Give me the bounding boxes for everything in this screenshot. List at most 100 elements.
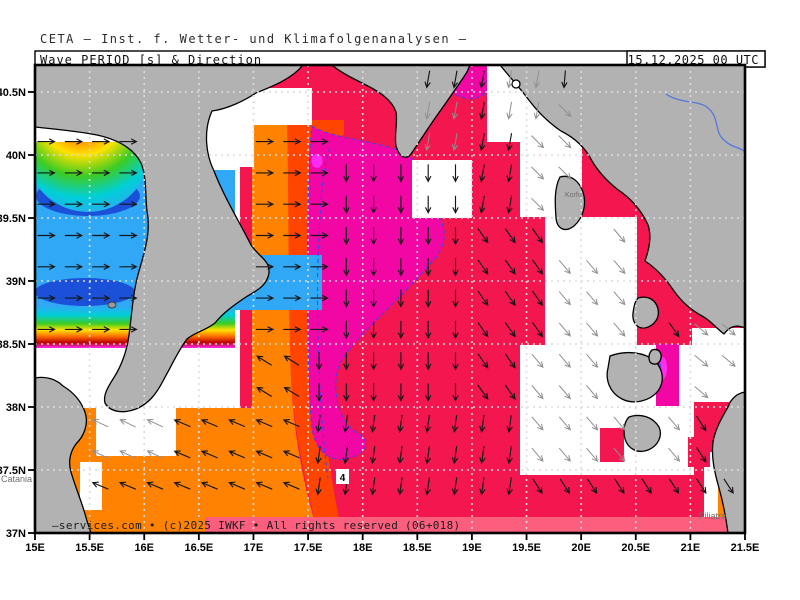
- wave-direction-arrow: [721, 354, 736, 367]
- contour-line-taranto: [317, 147, 331, 479]
- lat-tick-label: 37N: [6, 528, 26, 540]
- land-calabria: [35, 65, 304, 413]
- wave-direction-arrow: [668, 322, 680, 338]
- wave-direction-arrow: [37, 232, 56, 239]
- wave-direction-arrow: [173, 481, 191, 490]
- wave-direction-arrow: [424, 133, 431, 152]
- wave-direction-arrow: [532, 290, 544, 307]
- wave-direction-arrow: [506, 477, 513, 496]
- wave-direction-arrow: [283, 169, 302, 177]
- wave-direction-arrow: [424, 289, 432, 308]
- wave-direction-arrow: [200, 419, 218, 428]
- wave-direction-arrow: [397, 164, 405, 183]
- wave-direction-arrow: [342, 446, 350, 465]
- darkblue-core-south: [35, 278, 135, 306]
- wave-direction-arrow: [397, 352, 405, 371]
- wave-direction-arrow: [531, 385, 544, 400]
- wave-direction-arrow: [506, 195, 513, 214]
- wave-direction-arrow: [477, 353, 489, 369]
- wave-direction-arrow: [506, 70, 513, 89]
- wave-direction-arrow: [586, 291, 599, 306]
- place-label-korfu: Korfu: [565, 192, 582, 199]
- lat-tick-label: 39N: [6, 276, 26, 288]
- wave-direction-arrow: [696, 415, 707, 432]
- wave-direction-arrow: [452, 164, 459, 183]
- south-edge-pink-band: [205, 517, 745, 533]
- wave-direction-arrow: [558, 135, 572, 149]
- wave-direction-arrow: [397, 320, 405, 340]
- land-sicily: [35, 376, 92, 533]
- wave-direction-arrow: [479, 195, 486, 214]
- wave-direction-arrow: [64, 138, 84, 145]
- wave-direction-arrow: [452, 195, 459, 214]
- rainbow-gradient-north: [35, 132, 150, 212]
- wave-direction-arrow: [397, 383, 405, 402]
- lon-tick-label: 19.5E: [512, 542, 541, 554]
- graticule-layer: [35, 65, 745, 533]
- lat-tick-label: 37.5N: [0, 465, 26, 477]
- lon-tick-label: 16E: [134, 542, 154, 554]
- wave-direction-arrow: [531, 447, 544, 462]
- wave-direction-arrow: [200, 450, 218, 459]
- lon-tick-label: 17E: [244, 542, 264, 554]
- wave-direction-arrow: [532, 478, 543, 495]
- wave-direction-arrow: [315, 477, 322, 496]
- wave-direction-arrows: [37, 70, 736, 496]
- wave-direction-arrow: [397, 446, 404, 465]
- wave-direction-arrow: [479, 446, 486, 465]
- wave-direction-arrow: [119, 200, 138, 208]
- wave-direction-arrow: [64, 232, 84, 239]
- wave-direction-arrow: [343, 383, 350, 402]
- wave-direction-arrow: [315, 383, 323, 402]
- wave-direction-arrow: [723, 478, 734, 495]
- wave-direction-arrow: [694, 323, 709, 336]
- wave-direction-arrow: [255, 169, 275, 177]
- wave-direction-arrow: [558, 416, 571, 431]
- wave-direction-arrow: [558, 259, 571, 275]
- wave-direction-arrow: [424, 227, 432, 246]
- wave-direction-arrow: [310, 200, 329, 208]
- lon-tick-label: 18E: [353, 542, 373, 554]
- wave-direction-arrow: [119, 138, 138, 145]
- wave-direction-arrow: [92, 294, 111, 302]
- wave-direction-arrow: [119, 326, 138, 333]
- wave-direction-arrow: [504, 384, 516, 401]
- island-corfu: [554, 175, 586, 231]
- lat-tick-label: 40N: [6, 150, 26, 162]
- wave-direction-arrow: [586, 385, 599, 400]
- wave-direction-arrow: [310, 138, 329, 145]
- wave-direction-arrow: [694, 354, 709, 367]
- wave-direction-arrow: [696, 478, 707, 495]
- wave-direction-arrow: [91, 481, 109, 490]
- wave-direction-arrow: [370, 383, 377, 402]
- wave-direction-arrow: [315, 446, 322, 465]
- island-kefalonia: [606, 351, 663, 403]
- wave-direction-arrow: [310, 263, 329, 271]
- wave-direction-arrow: [531, 166, 545, 180]
- wave-direction-arrow: [92, 138, 111, 145]
- wave-direction-arrow: [343, 227, 350, 246]
- wave-direction-arrow: [255, 200, 275, 208]
- wave-direction-arrow: [370, 164, 377, 183]
- wave-direction-arrow: [532, 259, 544, 275]
- wave-direction-arrow: [451, 133, 458, 152]
- lon-tick-label: 21E: [681, 542, 701, 554]
- wave-direction-arrow: [315, 352, 323, 371]
- minimum-marker: [107, 301, 117, 309]
- wave-direction-arrow: [315, 414, 322, 433]
- wave-direction-arrow: [91, 450, 109, 459]
- wave-direction-arrow: [424, 477, 431, 496]
- wave-direction-arrow: [310, 169, 329, 177]
- contour-label-4: 4: [340, 473, 346, 484]
- wave-direction-arrow: [119, 169, 138, 177]
- wave-direction-arrow: [477, 228, 489, 244]
- wave-direction-arrow: [173, 419, 191, 428]
- bright-magenta-core: [311, 154, 323, 168]
- lon-tick-label: 15E: [25, 542, 45, 554]
- wave-direction-arrow: [533, 101, 540, 120]
- wave-direction-arrow: [282, 481, 300, 490]
- wave-direction-arrow: [283, 326, 302, 333]
- wave-direction-arrow: [424, 70, 431, 89]
- wave-direction-arrow: [613, 322, 626, 337]
